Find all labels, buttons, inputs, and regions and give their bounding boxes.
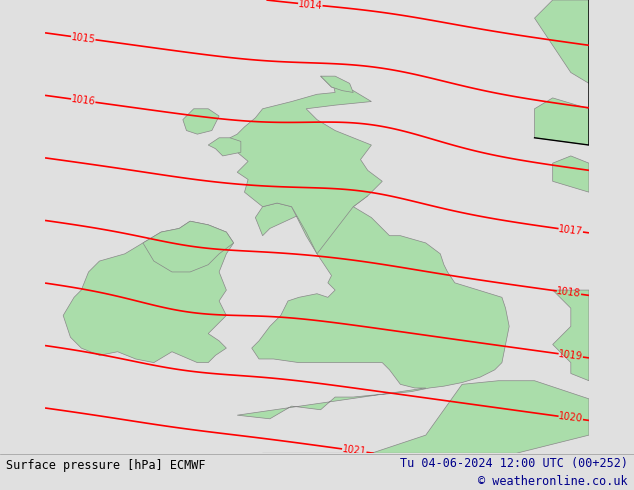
Polygon shape <box>553 156 589 192</box>
Text: Tu 04-06-2024 12:00 UTC (00+252): Tu 04-06-2024 12:00 UTC (00+252) <box>399 457 628 470</box>
Polygon shape <box>143 221 233 272</box>
Text: 1017: 1017 <box>558 224 583 237</box>
Text: 1016: 1016 <box>70 94 96 107</box>
Polygon shape <box>534 0 589 83</box>
Text: 1018: 1018 <box>556 286 581 299</box>
Polygon shape <box>321 76 353 93</box>
Text: 1020: 1020 <box>558 412 583 424</box>
Polygon shape <box>237 196 509 419</box>
Polygon shape <box>63 221 233 363</box>
Text: 1014: 1014 <box>298 0 323 11</box>
Polygon shape <box>183 109 219 134</box>
Text: 1021: 1021 <box>342 444 367 457</box>
Polygon shape <box>230 76 382 254</box>
Polygon shape <box>256 453 408 490</box>
Polygon shape <box>208 138 241 156</box>
Text: Surface pressure [hPa] ECMWF: Surface pressure [hPa] ECMWF <box>6 459 206 471</box>
Polygon shape <box>534 98 589 145</box>
Polygon shape <box>372 381 589 453</box>
Text: 1015: 1015 <box>70 32 96 45</box>
Polygon shape <box>553 290 589 381</box>
Text: © weatheronline.co.uk: © weatheronline.co.uk <box>478 475 628 489</box>
Text: 1019: 1019 <box>558 349 583 362</box>
